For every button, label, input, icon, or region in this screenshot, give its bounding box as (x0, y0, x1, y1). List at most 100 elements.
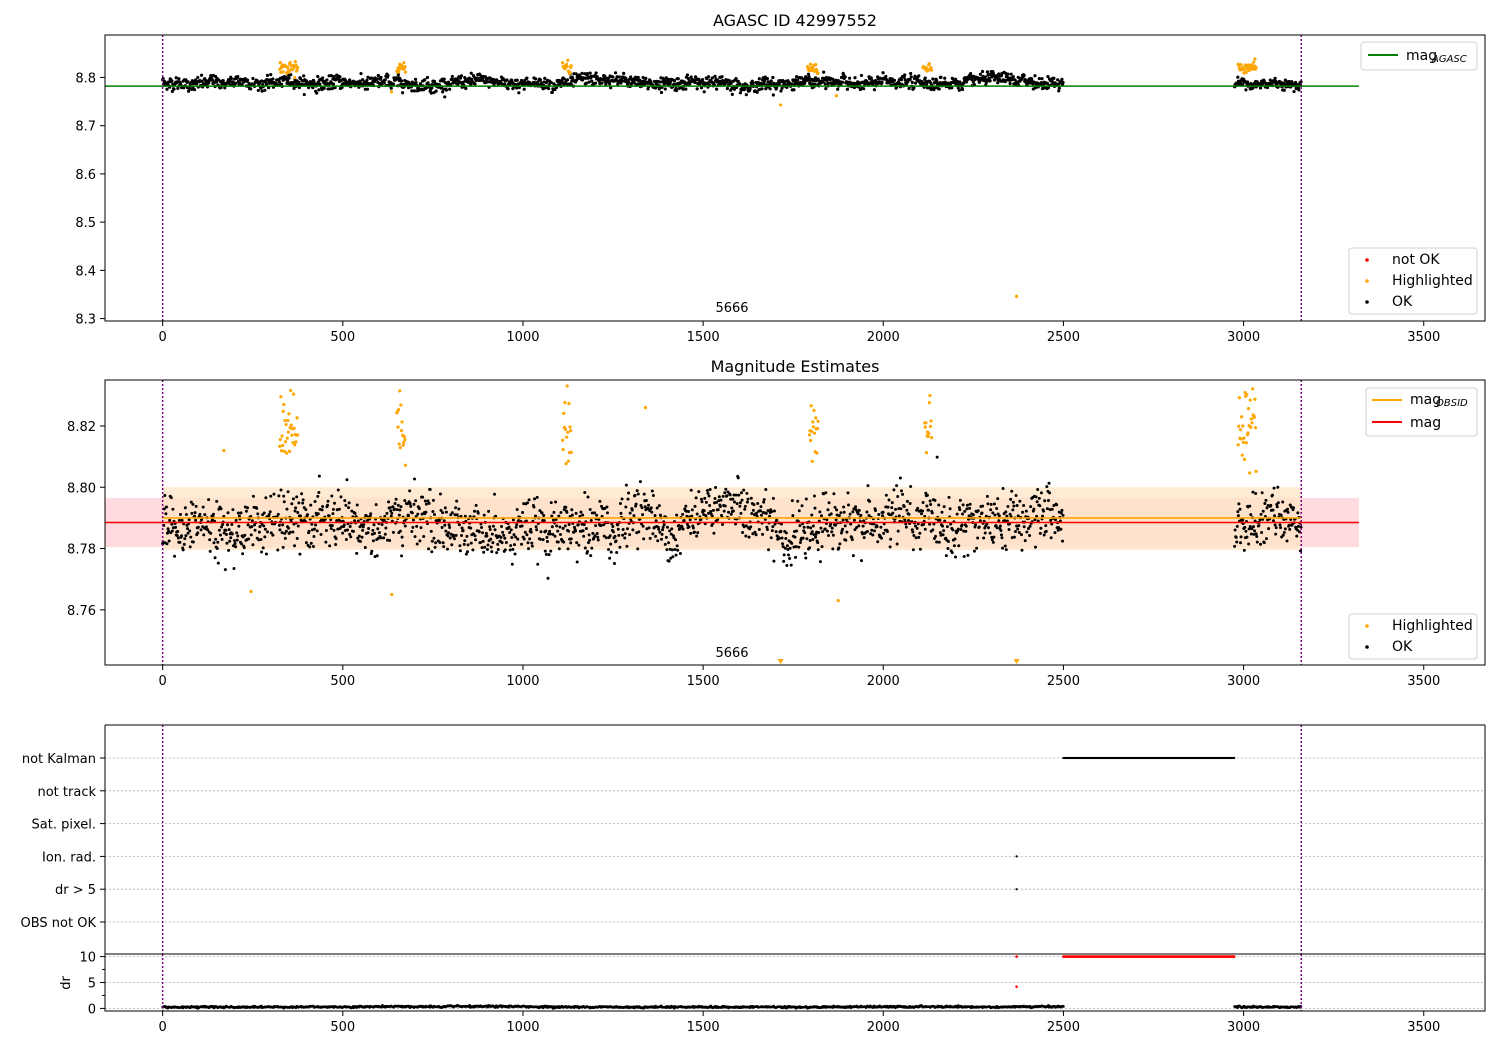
ok-point (480, 526, 484, 530)
ok-point (372, 80, 377, 84)
highlighted-point (1250, 387, 1255, 391)
ok-point (781, 542, 785, 546)
ok-point (734, 77, 738, 81)
ok-point (546, 576, 550, 580)
ok-point (383, 532, 387, 536)
ok-point (370, 549, 374, 553)
ok-point (484, 531, 488, 535)
ok-point (616, 523, 620, 527)
ok-point (772, 509, 776, 513)
legend-mag-obsid-subscript: OBSID (1436, 398, 1468, 409)
ok-point (548, 532, 552, 536)
ok-point (813, 506, 817, 510)
ok-point (743, 86, 747, 90)
highlighted-point (927, 431, 931, 436)
ok-point (412, 89, 417, 93)
highlighted-point (814, 416, 818, 420)
ok-point (991, 71, 995, 75)
ok-point (584, 527, 588, 531)
ok-point (461, 528, 465, 532)
ok-point (803, 531, 807, 535)
ok-point (336, 488, 340, 492)
clipped-point-marker (777, 659, 784, 664)
ok-point (183, 506, 187, 510)
ok-point (228, 539, 232, 543)
ok-point (1288, 527, 1292, 531)
ok-point (196, 531, 200, 535)
ok-point (328, 524, 332, 528)
ok-point (795, 529, 799, 533)
ok-point (478, 540, 482, 544)
ok-point (295, 495, 299, 499)
ok-point (796, 78, 800, 82)
highlighted-point (403, 70, 408, 74)
ok-point (984, 80, 988, 85)
ok-point (897, 514, 901, 518)
ok-point (650, 510, 654, 514)
ok-point (971, 513, 975, 517)
ok-point (964, 524, 968, 528)
ok-point (1045, 485, 1049, 489)
ok-point (172, 87, 176, 91)
ok-point (355, 503, 359, 507)
ok-point (414, 499, 418, 503)
ok-point (612, 561, 616, 565)
ok-point (734, 493, 738, 497)
ok-point (1294, 80, 1298, 85)
ok-point (771, 496, 775, 500)
highlighted-point (811, 420, 815, 424)
ok-point (544, 552, 548, 556)
ok-point (171, 507, 175, 511)
ok-point (268, 510, 272, 514)
ok-point (627, 491, 631, 495)
highlighted-point (566, 58, 570, 62)
highlighted-point (401, 443, 405, 447)
panel2-legend-lines: mag OBSID mag (1365, 387, 1478, 437)
ok-point (632, 514, 636, 518)
ok-point (595, 513, 599, 517)
ok-point (1253, 529, 1257, 533)
ok-point (983, 75, 987, 79)
ok-point (672, 79, 677, 83)
ok-point (442, 545, 446, 549)
ok-point (180, 534, 184, 538)
ok-point (826, 508, 830, 512)
ok-point (992, 535, 996, 539)
ok-point (396, 503, 400, 507)
ok-point (888, 545, 892, 549)
ok-point (925, 81, 929, 86)
ok-point (424, 502, 428, 506)
ok-point (707, 494, 711, 498)
ok-point (473, 82, 477, 86)
ok-point (585, 71, 590, 76)
ok-point (640, 506, 644, 510)
highlighted-point (402, 61, 406, 65)
ok-point (976, 536, 980, 540)
highlighted-point (1242, 436, 1246, 440)
ok-point (315, 529, 319, 533)
panel-agasc-magnitude: AGASC ID 42997552 0 500 1000 1500 2000 2500 30… (75, 11, 1486, 345)
ok-point (978, 519, 982, 523)
ok-point (231, 508, 235, 512)
ok-point (905, 508, 909, 512)
ok-point (762, 498, 766, 502)
y-tick-label: 8.8 (75, 71, 96, 86)
ok-point (808, 538, 812, 542)
ok-point (224, 528, 228, 532)
highlighted-point (295, 416, 299, 420)
ok-point (899, 489, 903, 493)
highlighted-point (291, 441, 295, 445)
ok-point (542, 513, 546, 517)
highlighted-point (284, 422, 288, 427)
ok-point (668, 529, 672, 533)
ok-point (455, 513, 459, 517)
ok-point (329, 518, 333, 522)
ok-point (209, 73, 213, 78)
ok-point (903, 78, 907, 82)
ok-point (664, 535, 668, 539)
ok-point (551, 518, 555, 522)
x-tick-label: 500 (330, 330, 355, 345)
ok-point (782, 559, 786, 563)
ok-point (522, 537, 526, 541)
ok-point (439, 508, 443, 512)
